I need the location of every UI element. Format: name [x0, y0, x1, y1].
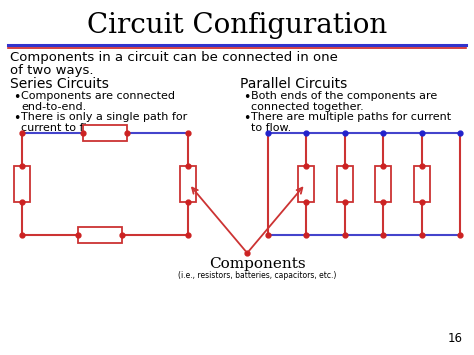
Text: connected together.: connected together. [251, 102, 364, 112]
Text: (i.e., resistors, batteries, capacitors, etc.): (i.e., resistors, batteries, capacitors,… [178, 271, 337, 280]
Bar [180, 166, 196, 202]
Text: Both ends of the components are: Both ends of the components are [251, 91, 437, 101]
Text: of two ways.: of two ways. [10, 64, 93, 77]
Bar [299, 166, 314, 202]
Text: •: • [13, 112, 20, 125]
Text: Components: Components [209, 257, 306, 271]
Text: 16: 16 [448, 332, 463, 345]
Text: •: • [13, 91, 20, 104]
Text: •: • [243, 91, 250, 104]
Text: Series Circuits: Series Circuits [10, 77, 109, 91]
Text: Components are connected: Components are connected [21, 91, 175, 101]
Bar [14, 166, 30, 202]
Bar [337, 166, 353, 202]
Text: to flow.: to flow. [251, 123, 291, 133]
Bar [78, 227, 122, 243]
Text: There is only a single path for: There is only a single path for [21, 112, 187, 122]
Text: end-to-end.: end-to-end. [21, 102, 86, 112]
Text: Circuit Configuration: Circuit Configuration [87, 12, 387, 39]
Bar [83, 125, 127, 141]
Text: Components in a circuit can be connected in one: Components in a circuit can be connected… [10, 51, 338, 64]
Text: •: • [243, 112, 250, 125]
Bar [414, 166, 429, 202]
Text: There are multiple paths for current: There are multiple paths for current [251, 112, 451, 122]
Bar [375, 166, 391, 202]
Text: Parallel Circuits: Parallel Circuits [240, 77, 347, 91]
Text: current to flow.: current to flow. [21, 123, 105, 133]
